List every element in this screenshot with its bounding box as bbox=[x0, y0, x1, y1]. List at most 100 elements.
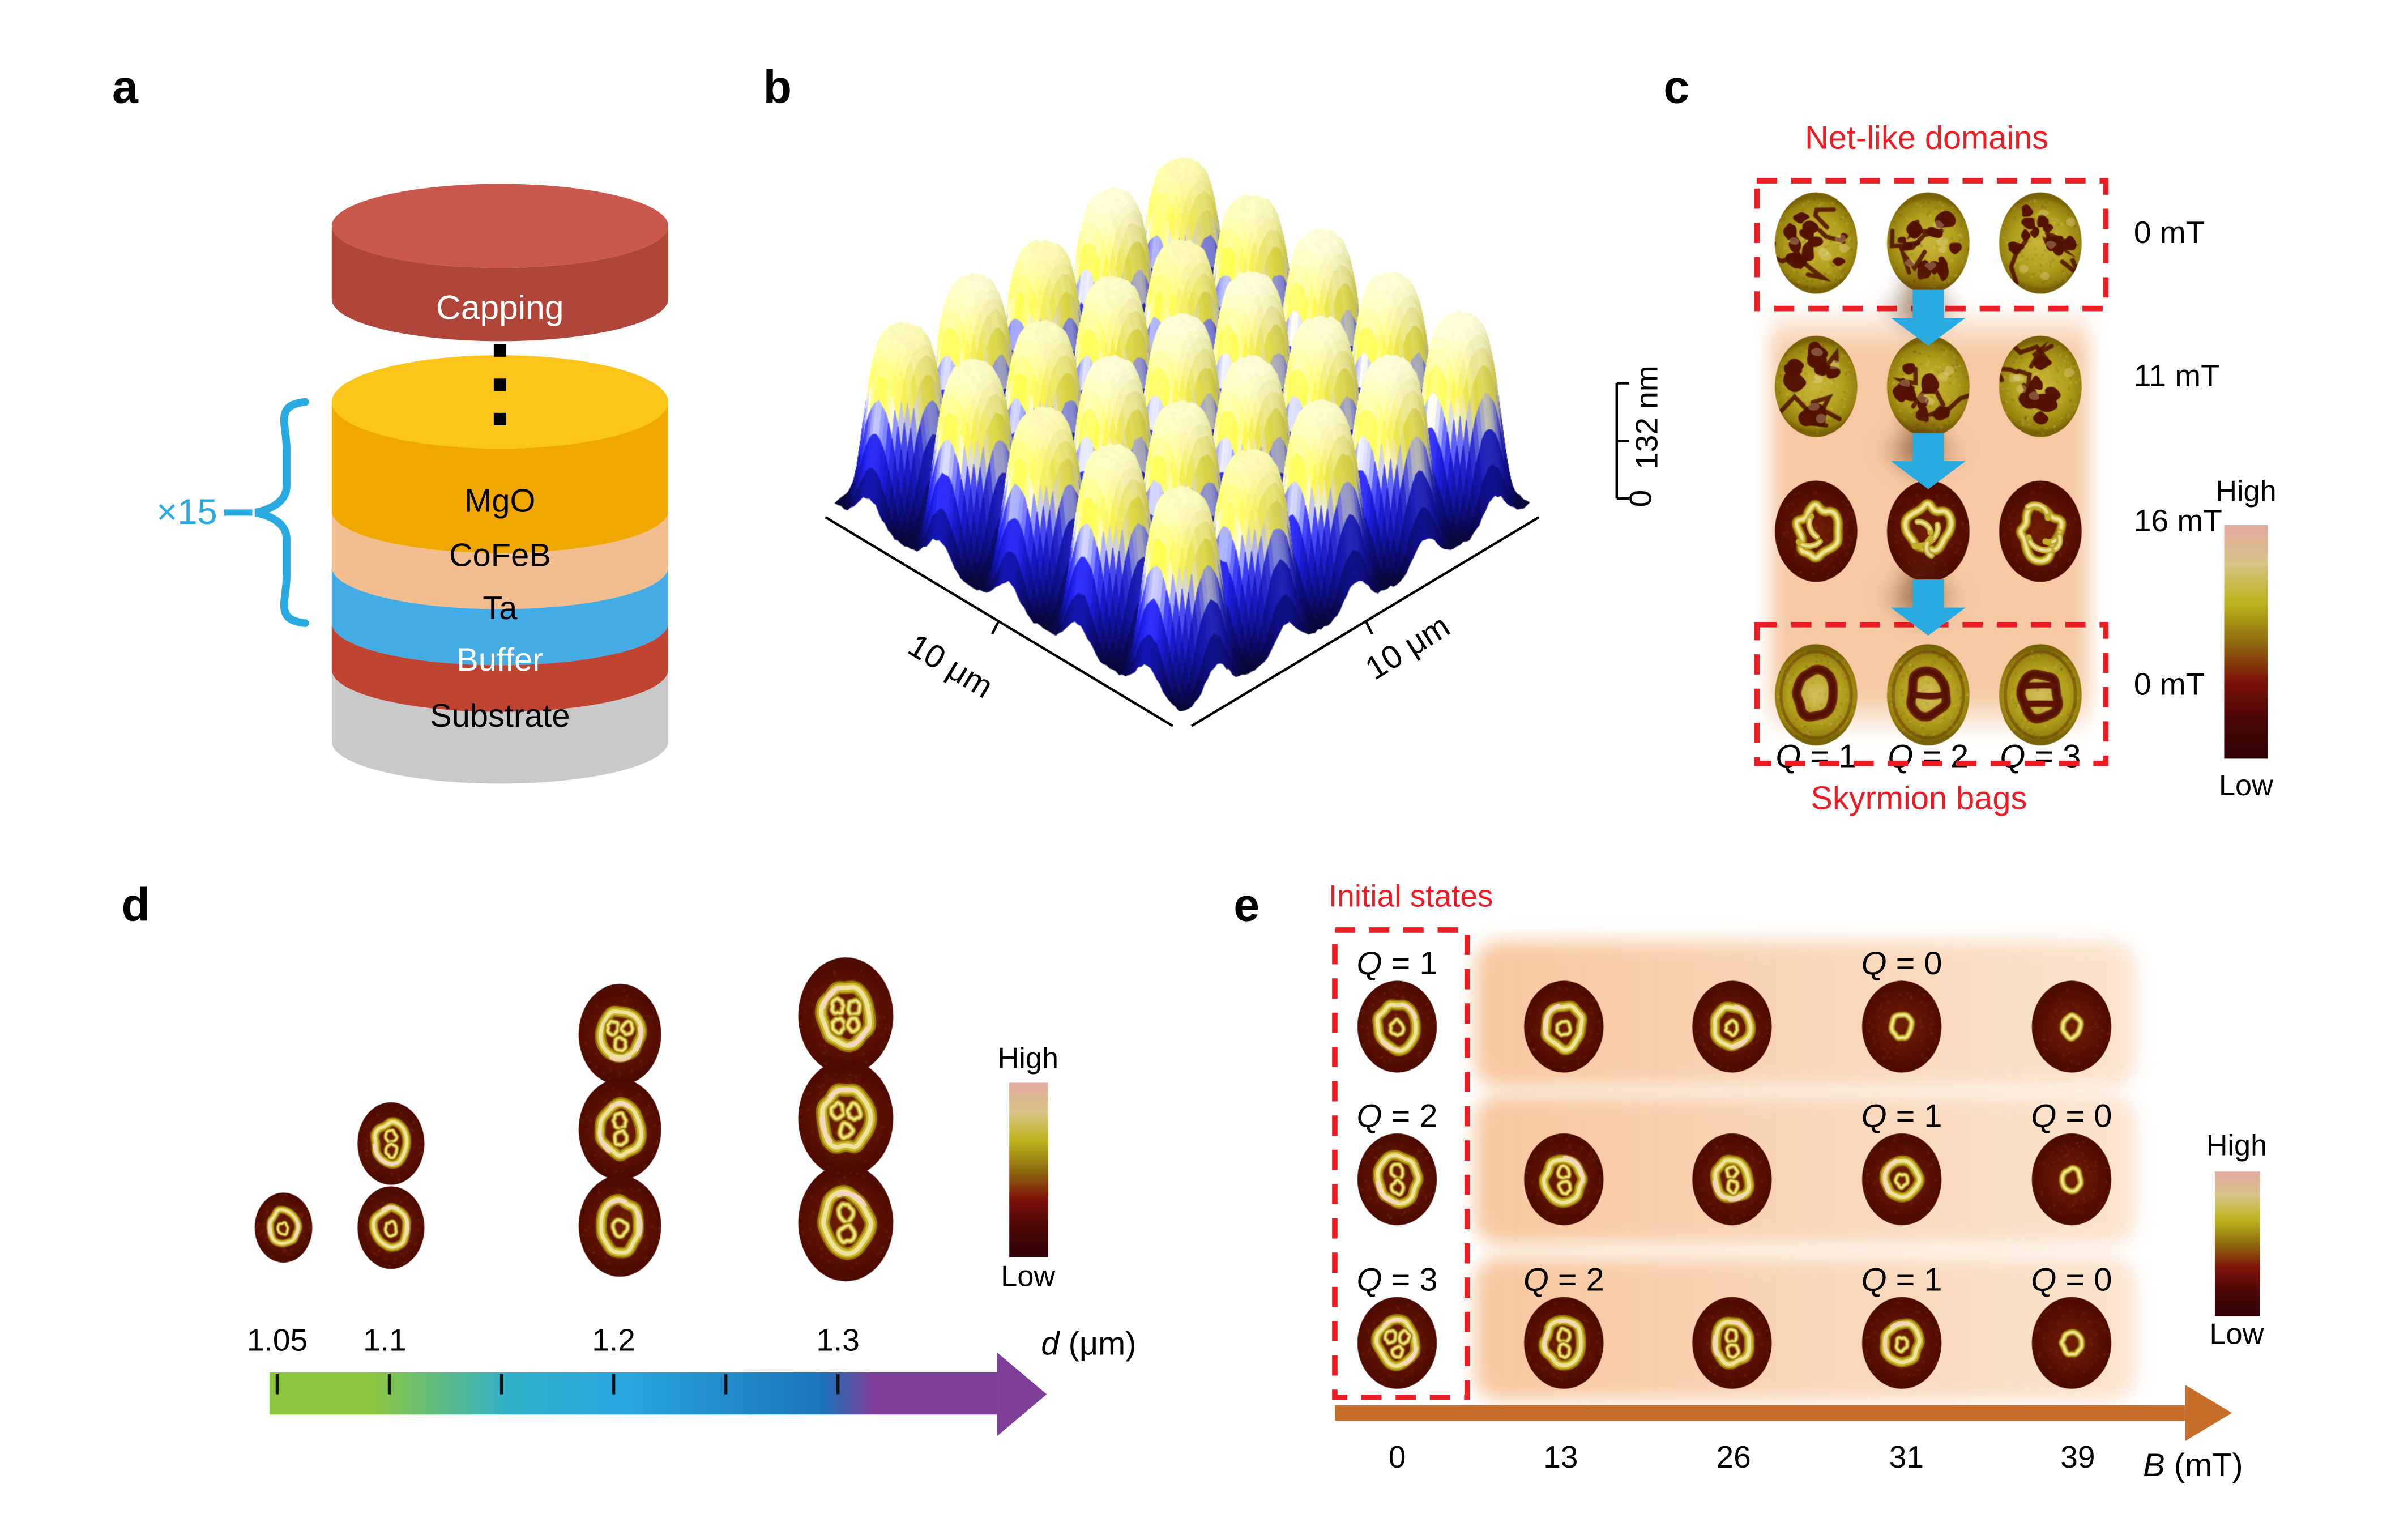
q-value: = 0 bbox=[2056, 1262, 2112, 1299]
initial-states-title: Initial states bbox=[1329, 880, 1493, 915]
q-value: = 3 bbox=[1382, 1262, 1438, 1299]
colorbar-e-high-label: High bbox=[2206, 1130, 2268, 1163]
q-symbol: Q bbox=[1861, 1099, 1887, 1135]
mfm-disc-e-r1-c3 bbox=[1691, 979, 1773, 1073]
layer-side-Buffer bbox=[331, 623, 668, 712]
mfm-disc-c-r3-c1 bbox=[1774, 480, 1859, 583]
mfm-disc-d-1.2-3 bbox=[578, 1174, 662, 1278]
y-axis-line bbox=[1190, 516, 1540, 727]
mfm-disc-d-1.3-1 bbox=[797, 956, 894, 1075]
mfm-disc-e-r3-c5 bbox=[2031, 1296, 2112, 1390]
mfm-disc-c-r2-c1 bbox=[1774, 335, 1859, 438]
net-like-domains-title: Net-like domains bbox=[1805, 121, 2049, 157]
mfm-disc-c-r1-c3 bbox=[1998, 191, 2083, 295]
mfm-disc-e-r1-c4 bbox=[1861, 979, 1942, 1073]
mfm-disc-e-r2-c5 bbox=[2031, 1132, 2112, 1226]
mfm-disc-d-1.05-1 bbox=[254, 1191, 313, 1264]
z-axis-min-label: 0 bbox=[1624, 489, 1659, 508]
q-symbol: Q bbox=[1356, 1262, 1382, 1299]
mfm-disc-e-r1-c2 bbox=[1523, 979, 1604, 1073]
mfm-disc-d-1.2-2 bbox=[578, 1078, 662, 1181]
colorbar-c-high-label: High bbox=[2215, 476, 2277, 509]
stack-top bbox=[331, 355, 668, 449]
repeat-multiplier-label: ×15 bbox=[156, 491, 217, 532]
b-unit: (mT) bbox=[2164, 1448, 2243, 1484]
d-symbol: d bbox=[1041, 1326, 1060, 1363]
panel-letter-b: b bbox=[763, 62, 792, 114]
layer-label-capping: Capping bbox=[436, 288, 564, 327]
mfm-disc-e-r1-c5 bbox=[2031, 979, 2112, 1073]
capping-top bbox=[331, 184, 668, 268]
layer-label-mgo: MgO bbox=[464, 483, 536, 520]
b-tick-26: 26 bbox=[1716, 1441, 1751, 1476]
b-tick-31: 31 bbox=[1889, 1441, 1924, 1476]
ellipsis-dot-2 bbox=[493, 412, 506, 425]
q-annotation: Q = 1 bbox=[1861, 1099, 1942, 1135]
mfm-disc-c-r2-c3 bbox=[1998, 335, 2083, 438]
mfm-disc-c-r3-c2 bbox=[1886, 480, 1971, 583]
d-tick-11: 1.1 bbox=[363, 1324, 407, 1359]
mfm-disc-c-r4-c1 bbox=[1774, 643, 1859, 747]
x-axis-line bbox=[825, 516, 1174, 727]
mfm-disc-c-r1-c2 bbox=[1886, 191, 1971, 295]
q-annotation: Q = 1 bbox=[1357, 947, 1438, 983]
b-tick-0: 0 bbox=[1388, 1441, 1406, 1476]
layer-label-buffer: Buffer bbox=[456, 642, 544, 679]
mfm-disc-d-1.1-1 bbox=[356, 1101, 425, 1186]
q-symbol: Q bbox=[1523, 1262, 1549, 1299]
layer-label-cofeb: CoFeB bbox=[449, 538, 551, 574]
q-value: = 0 bbox=[1886, 946, 1942, 982]
colorbar-d-low-label: Low bbox=[1001, 1261, 1056, 1294]
b-tick-13: 13 bbox=[1543, 1441, 1578, 1476]
q-annotation: Q = 1 bbox=[1861, 1263, 1942, 1299]
mfm-disc-e-r3-c1 bbox=[1356, 1296, 1438, 1390]
q-value: = 1 bbox=[1886, 1262, 1942, 1299]
colorbar-d-high-label: High bbox=[997, 1043, 1058, 1076]
colorbar-d bbox=[1009, 1082, 1048, 1257]
mfm-disc-d-1.3-3 bbox=[797, 1163, 894, 1282]
q-symbol: Q bbox=[2031, 1099, 2057, 1135]
mfm-disc-e-r2-c2 bbox=[1523, 1132, 1604, 1226]
afm-3d-surface bbox=[735, 152, 1670, 776]
x-axis-tick bbox=[990, 621, 1000, 635]
q-annotation: Q = 2 bbox=[1523, 1263, 1604, 1299]
z-axis-max-label: 132 nm bbox=[1630, 365, 1666, 470]
colorbar-c bbox=[2224, 525, 2268, 759]
skyrmion-bags-label: Skyrmion bags bbox=[1811, 781, 2027, 817]
ellipsis-dot-1 bbox=[493, 378, 506, 391]
field-label-row3: 16 mT bbox=[2133, 505, 2222, 539]
mfm-disc-e-r2-c1 bbox=[1356, 1132, 1438, 1226]
repeat-brace-icon bbox=[254, 398, 309, 627]
mfm-disc-e-r1-c1 bbox=[1356, 979, 1438, 1073]
q-symbol: Q bbox=[1861, 1262, 1887, 1299]
layer-side-Ta bbox=[331, 567, 668, 666]
mfm-disc-d-1.2-1 bbox=[578, 983, 662, 1086]
mfm-disc-e-r3-c3 bbox=[1691, 1296, 1773, 1390]
q-value: = 2 bbox=[1548, 1262, 1604, 1299]
q-symbol: Q bbox=[1356, 946, 1382, 982]
mfm-disc-c-r1-c1 bbox=[1774, 191, 1859, 295]
panel-letter-e: e bbox=[1233, 880, 1260, 932]
mfm-disc-d-1.3-2 bbox=[797, 1059, 894, 1178]
capping-side bbox=[331, 225, 668, 342]
q-annotation: Q = 2 bbox=[1357, 1099, 1438, 1135]
q-value: = 0 bbox=[2056, 1099, 2112, 1135]
b-tick-39: 39 bbox=[2060, 1441, 2095, 1476]
colorbar-e-low-label: Low bbox=[2209, 1319, 2264, 1352]
q-symbol: Q bbox=[1356, 1099, 1382, 1135]
field-label-row1: 0 mT bbox=[2133, 216, 2205, 251]
q-annotation: Q = 3 bbox=[1357, 1263, 1438, 1299]
q-value: = 1 bbox=[1382, 946, 1438, 982]
panel-letter-c: c bbox=[1663, 62, 1690, 114]
q-annotation: Q = 0 bbox=[1861, 947, 1942, 983]
mfm-disc-e-r2-c3 bbox=[1691, 1132, 1773, 1226]
panel-letter-d: d bbox=[121, 880, 150, 932]
layer-side-CoFeB bbox=[331, 511, 668, 609]
mfm-disc-c-r4-c2 bbox=[1886, 643, 1971, 747]
colorbar-e bbox=[2214, 1171, 2260, 1317]
d-axis-label: d (μm) bbox=[1041, 1327, 1136, 1363]
ellipsis-dot-0 bbox=[493, 344, 506, 357]
mfm-disc-e-r3-c2 bbox=[1523, 1296, 1604, 1390]
